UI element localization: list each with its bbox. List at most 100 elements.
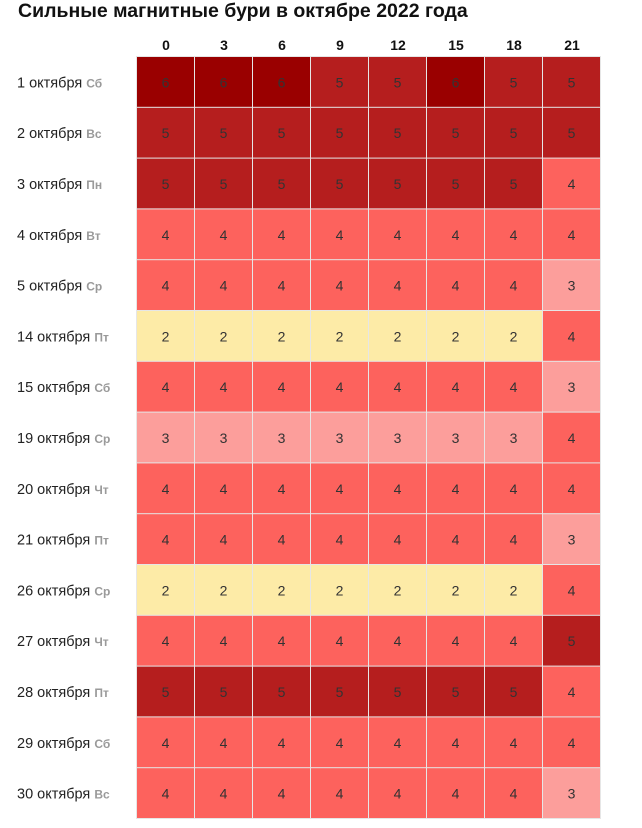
cell-value-label: 2 [510, 328, 518, 344]
heatmap-cell [485, 57, 542, 107]
heatmap-cell [253, 107, 310, 158]
cell-value-label: 4 [336, 735, 344, 751]
heatmap-cell [311, 666, 368, 717]
heatmap-cell [485, 209, 542, 260]
heatmap-cell [427, 412, 484, 463]
heatmap-cell [485, 311, 542, 361]
cell-value-label: 2 [278, 582, 286, 598]
heatmap-cell [543, 717, 600, 768]
cell-value-label: 4 [162, 481, 170, 497]
row-label-weekday: Вс [86, 127, 102, 141]
cell-value-label: 4 [394, 735, 402, 751]
column-header-3: 3 [220, 37, 228, 53]
cell-value-label: 4 [162, 633, 170, 649]
heatmap-cell [543, 361, 600, 412]
cell-value-label: 5 [162, 176, 170, 192]
cell-value-label: 3 [452, 430, 460, 446]
cell-value-label: 4 [220, 786, 228, 802]
cell-value-label: 5 [336, 176, 344, 192]
heatmap-cell [427, 666, 484, 717]
cell-value-label: 4 [568, 430, 576, 446]
cell-value-label: 5 [162, 684, 170, 700]
cell-value-label: 2 [162, 582, 170, 598]
heatmap-cell [485, 717, 542, 768]
cell-value-label: 4 [452, 379, 460, 395]
row-label: 5 октября Ср [17, 279, 102, 295]
heatmap-cell [543, 311, 600, 361]
heatmap-cell [195, 57, 252, 107]
cell-value-label: 4 [452, 278, 460, 294]
heatmap-cell [369, 717, 426, 768]
cell-value-label: 4 [510, 532, 518, 548]
cell-value-label: 2 [278, 328, 286, 344]
heatmap-cell [195, 666, 252, 717]
cell-value-label: 5 [452, 125, 460, 141]
cell-value-label: 4 [568, 582, 576, 598]
heatmap-cell [369, 57, 426, 107]
column-header-12: 12 [390, 37, 406, 53]
cell-value-label: 4 [394, 227, 402, 243]
cell-value-label: 4 [278, 786, 286, 802]
cell-value-label: 4 [162, 379, 170, 395]
heatmap-cell [427, 615, 484, 666]
cell-value-label: 4 [510, 481, 518, 497]
row-label-weekday: Вт [86, 229, 101, 243]
heatmap-cell [311, 158, 368, 209]
heatmap-cell [543, 412, 600, 463]
heatmap-cell [195, 768, 252, 818]
cell-value-label: 4 [220, 278, 228, 294]
heatmap-cell [311, 514, 368, 564]
heatmap-cell [485, 361, 542, 412]
heatmap-cell [253, 57, 310, 107]
cell-value-label: 5 [394, 74, 402, 90]
heatmap-cell [427, 768, 484, 818]
cell-value-label: 4 [568, 684, 576, 700]
cell-value-label: 4 [394, 532, 402, 548]
heatmap-cell [485, 565, 542, 615]
column-header-15: 15 [448, 37, 464, 53]
row-label: 14 октября Пт [17, 329, 109, 345]
cell-value-label: 4 [220, 481, 228, 497]
cell-value-label: 3 [568, 786, 576, 802]
row-label-weekday: Вс [94, 788, 110, 802]
cell-value-label: 3 [394, 430, 402, 446]
heatmap-cell [311, 717, 368, 768]
row-label-weekday: Сб [94, 737, 110, 751]
column-header-0: 0 [162, 37, 170, 53]
heatmap-cell [485, 260, 542, 310]
heatmap-cell [253, 158, 310, 209]
row-label: 4 октября Вт [17, 228, 101, 244]
row-label: 2 октября Вс [17, 126, 102, 142]
cell-value-label: 4 [510, 735, 518, 751]
cell-value-label: 4 [510, 379, 518, 395]
cell-value-label: 4 [510, 278, 518, 294]
heatmap-cell [543, 565, 600, 615]
row-label: 19 октября Ср [17, 431, 110, 447]
heatmap-cell [137, 361, 194, 412]
heatmap-cell [543, 107, 600, 158]
cell-value-label: 4 [220, 633, 228, 649]
heatmap-cell [543, 615, 600, 666]
heatmap-cell [543, 514, 600, 564]
row-label-weekday: Ср [94, 432, 110, 446]
cell-value-label: 2 [162, 328, 170, 344]
heatmap-cell [427, 260, 484, 310]
heatmap-cell [369, 514, 426, 564]
cell-value-label: 4 [510, 786, 518, 802]
cell-value-label: 6 [220, 74, 228, 90]
cell-value-label: 5 [336, 684, 344, 700]
heatmap-cell [311, 463, 368, 514]
row-label: 26 октября Ср [17, 583, 110, 599]
cell-value-label: 4 [162, 786, 170, 802]
heatmap-cell [311, 768, 368, 818]
cell-value-label: 2 [394, 582, 402, 598]
heatmap-cell [485, 463, 542, 514]
heatmap-cell [369, 768, 426, 818]
heatmap-cell [311, 107, 368, 158]
cell-value-label: 2 [220, 328, 228, 344]
heatmap-cell [485, 412, 542, 463]
cell-value-label: 2 [336, 582, 344, 598]
cell-value-label: 4 [568, 176, 576, 192]
heatmap-cell [253, 717, 310, 768]
